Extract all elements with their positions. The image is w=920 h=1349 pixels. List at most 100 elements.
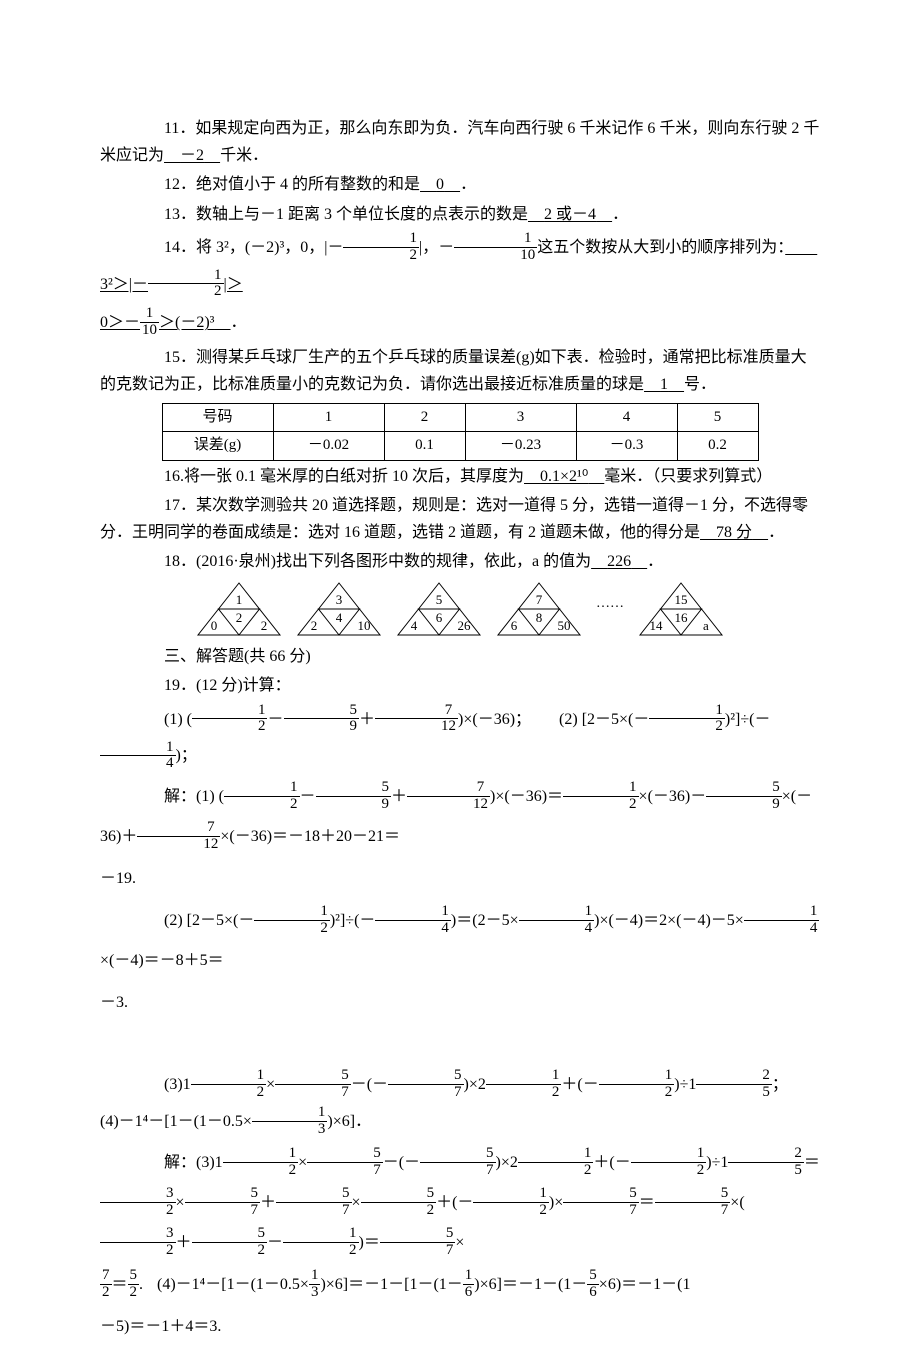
d: 2 [192,719,268,735]
triangle-value: 14 [650,615,663,637]
n: 1 [224,780,300,797]
cell: －0.3 [576,432,677,461]
d: 4 [100,756,176,772]
q18-body: (2016·泉州)找出下列各图形中数的规律，依此，a 的值为 [196,553,591,570]
triangle-group: 1022 [196,581,282,637]
d: 2 [486,1085,562,1101]
d: 2 [100,1243,176,1259]
d: 7 [276,1203,352,1219]
n: 1 [463,1268,475,1285]
frac: 59 [316,780,392,813]
q14-line1: 14．将 3²，(－2)³，0，|－12|，－110这五个数按从大到小的顺序排列… [100,230,820,304]
cell: 1 [273,403,384,432]
cell: 3 [465,403,576,432]
ellipsis: …… [596,592,624,626]
q14-body-c: 这五个数按从大到小的顺序排列为： [537,239,785,256]
frac: 12 [518,1146,594,1179]
q17: 17．某次数学测验共 20 道选择题，规则是：选对一道得 5 分，选错一道得－1… [100,492,820,546]
q19-sol1-line1: 解：(1) (12－59＋712)×(－36)＝12×(－36)－59×(－36… [100,777,820,857]
cell: 5 [677,403,758,432]
triangle-value: a [703,615,709,637]
t: (4)－1⁴－[1－(1－0.5× [157,1276,309,1293]
t: (3) [164,1076,183,1093]
t: ×6)＝－1－(1 [599,1276,691,1293]
triangle-value: 10 [357,615,370,637]
q15: 15．测得某乒乓球厂生产的五个乒乓球的质量误差(g)如下表．检验时，通常把比标准… [100,344,820,398]
t: )× [464,1076,478,1093]
n: 5 [192,1226,268,1243]
q14-ans-lead [785,239,817,256]
q19-intro-text: (12 分)计算： [196,677,291,694]
d: 7 [563,1203,639,1219]
n: 2 [728,1146,804,1163]
d: 4 [519,921,595,937]
t: －(－ [351,1076,388,1093]
frac: 57 [563,1186,639,1219]
t: )× [549,1194,563,1211]
t: ×( [730,1194,744,1211]
num: 1 [343,231,419,248]
q17-ans: 78 分 [716,524,752,541]
section3-heading: 三、解答题(共 66 分) [100,643,820,670]
q11-full: 11．如果规定向西为正，那么向东即为负．汽车向西行驶 6 千米记作 6 千米，则… [100,115,820,169]
q19-sol3-line2: 72＝52.(4)－1⁴－[1－(1－0.5×13)×6]＝－1－[1－(1－1… [100,1265,820,1305]
d: 4 [744,921,820,937]
frac: 12 [192,703,268,736]
d: 2 [192,1243,268,1259]
t: (2) [2－5×(－ [559,711,649,728]
t: )×6]＝－1－[1－(1－ [320,1276,462,1293]
triangle-value: 2 [236,607,243,629]
t: )×(－36)； [458,711,531,728]
frac: 12 [599,1068,675,1101]
triangle-value: 26 [457,615,470,637]
q13: 13．数轴上与－1 距离 3 个单位长度的点表示的数是 2 或－4 ． [100,201,820,228]
frac: 52 [192,1226,268,1259]
q14-body-a: 将 3²，(－2)³，0，|－ [196,239,343,256]
d: 2 [128,1285,140,1301]
frac: 57 [655,1186,731,1219]
d: 6 [587,1285,599,1301]
d: 5 [728,1163,804,1179]
q19-sol2-line1: (2) [2－5×(－12)²]÷(－14)＝(2－5×14)×(－4)＝2×(… [100,901,820,981]
q19-sol3-line1: 解：(3)112×57－(－57)×212＋(－12)÷125＝32×57＋57… [100,1143,820,1263]
q12-body: 绝对值小于 4 的所有整数的和是 [196,176,420,193]
table-row: 误差(g) －0.02 0.1 －0.23 －0.3 0.2 [162,432,758,461]
q14-ans-part2: 0＞－110＞(－2)³ [100,314,231,331]
cell: 2 [384,403,465,432]
n: 7 [100,1268,112,1285]
sol-label: 解： [164,1154,196,1171]
q13-number: 13． [164,206,196,223]
n: 1 [519,904,595,921]
triangle-value: 2 [261,615,268,637]
den: 2 [148,284,224,300]
frac: 72 [100,1268,112,1301]
sol-label: 解： [164,788,196,805]
q19-sol2-line2: －3. [100,983,820,1023]
frac: 12 [473,1186,549,1219]
d: 9 [284,719,360,735]
q17-number: 17． [164,497,196,514]
d: 3 [252,1122,328,1138]
d: 7 [380,1243,456,1259]
n: 1 [518,1146,594,1163]
q14-period: ． [231,314,247,331]
n: 1 [252,1105,328,1122]
q12-tail: ． [460,176,476,193]
frac: 14 [744,904,820,937]
n: 7 [407,780,490,797]
d: 2 [224,797,300,813]
n: 5 [276,1186,352,1203]
q11-ans: －2 [180,147,204,164]
d: 2 [599,1085,675,1101]
n: 1 [599,1068,675,1085]
t: )＝ [359,1234,380,1251]
n: 3 [100,1186,176,1203]
t: ＋(－ [593,1154,630,1171]
q18-figure: 1022324105462676850……151416a [100,581,820,637]
n: 7 [375,703,458,720]
q17-tail: ． [768,524,784,541]
q12-ans: 0 [436,176,444,193]
t: 1 [183,1076,191,1093]
cell: 误差(g) [162,432,273,461]
n: 5 [388,1068,464,1085]
